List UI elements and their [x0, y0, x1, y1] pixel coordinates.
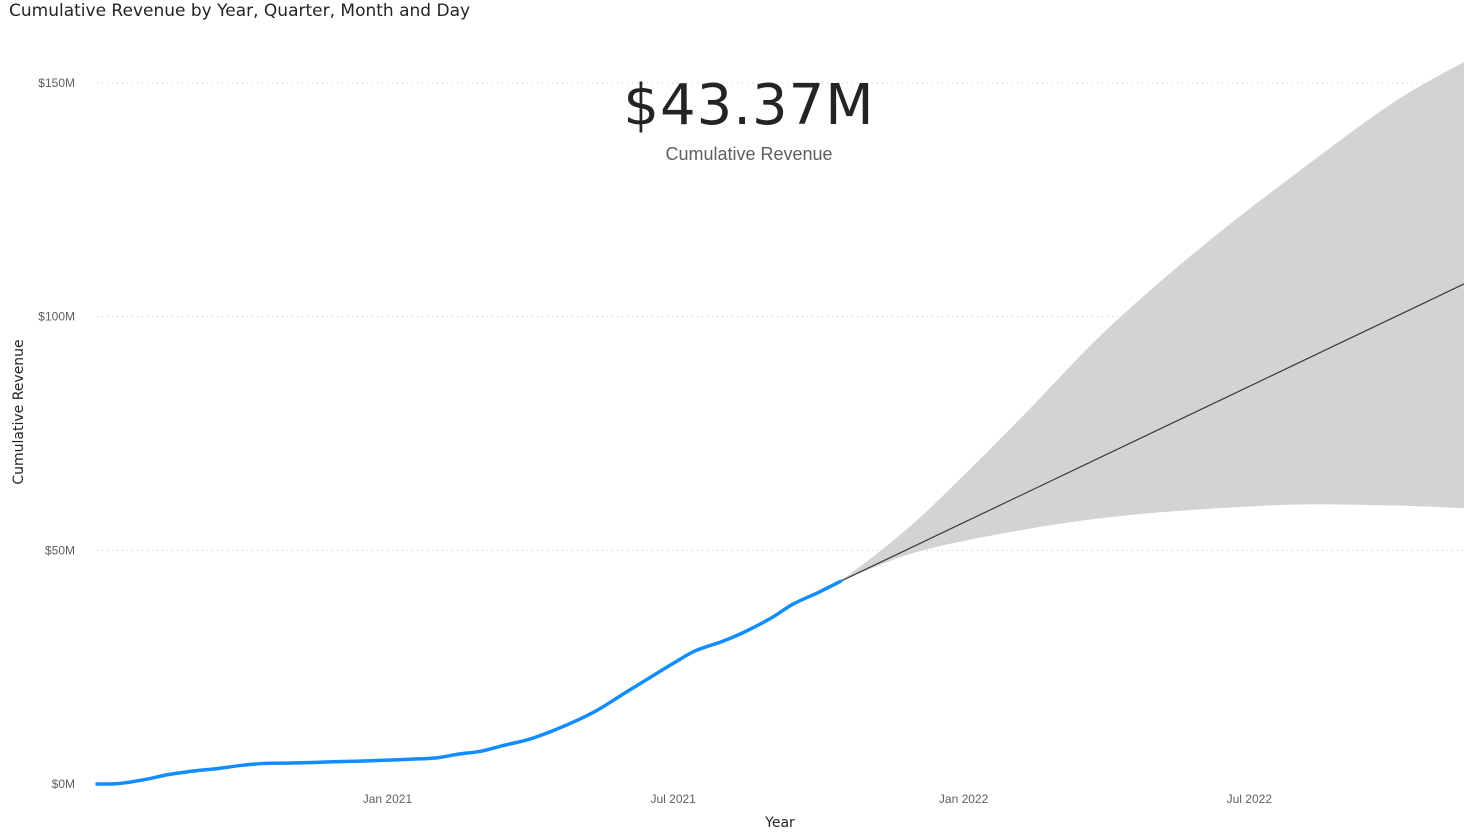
y-axis-ticks: $0M $50M $100M $150M — [38, 76, 75, 791]
y-axis-title: Cumulative Revenue — [11, 339, 27, 484]
y-tick-label: $100M — [38, 310, 75, 324]
x-tick-label: Jul 2022 — [1227, 792, 1273, 806]
kpi-value: $43.37M — [623, 73, 874, 138]
x-axis-ticks: Jan 2021 Jul 2021 Jan 2022 Jul 2022 — [363, 792, 1273, 806]
y-tick-label: $150M — [38, 76, 75, 90]
x-tick-label: Jan 2022 — [939, 792, 989, 806]
series-lines — [95, 283, 1465, 786]
y-tick-label: $0M — [52, 777, 75, 791]
y-tick-label: $50M — [45, 543, 75, 557]
forecast-band — [840, 61, 1464, 582]
x-tick-label: Jul 2021 — [650, 792, 696, 806]
x-axis-title: Year — [764, 815, 795, 831]
forecast-confidence-band — [840, 61, 1464, 582]
actual-revenue-line — [95, 579, 843, 786]
visual-title: Cumulative Revenue by Year, Quarter, Mon… — [9, 1, 471, 21]
kpi-label: Cumulative Revenue — [665, 144, 832, 164]
forecast-line — [840, 283, 1465, 582]
x-tick-label: Jan 2021 — [363, 792, 413, 806]
